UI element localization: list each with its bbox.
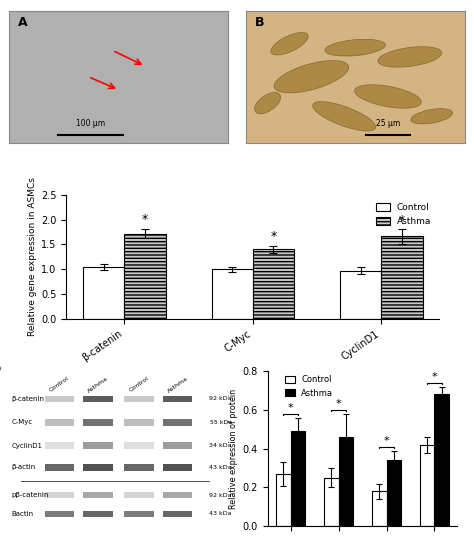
Text: *: * bbox=[384, 437, 389, 446]
Y-axis label: Relative expression of protein: Relative expression of protein bbox=[229, 389, 238, 509]
Bar bbox=[45, 442, 74, 449]
Text: *: * bbox=[399, 214, 405, 227]
Bar bbox=[212, 269, 253, 319]
Ellipse shape bbox=[325, 39, 385, 56]
Text: C-Myc: C-Myc bbox=[12, 419, 33, 425]
Text: 100 μm: 100 μm bbox=[76, 119, 105, 128]
Bar bbox=[45, 464, 74, 470]
Bar bbox=[45, 419, 74, 425]
Bar bbox=[163, 419, 192, 425]
Bar bbox=[125, 234, 165, 319]
Bar bbox=[291, 431, 305, 526]
Text: *: * bbox=[270, 230, 277, 243]
Bar bbox=[420, 445, 435, 526]
Bar bbox=[124, 419, 154, 425]
Bar bbox=[45, 492, 74, 498]
Bar bbox=[382, 236, 422, 319]
Text: β-actin: β-actin bbox=[12, 465, 36, 470]
Bar bbox=[83, 492, 113, 498]
Bar bbox=[338, 437, 353, 526]
Text: pβ-catenin: pβ-catenin bbox=[12, 492, 49, 498]
Text: Asthma: Asthma bbox=[87, 376, 109, 394]
Bar bbox=[124, 492, 154, 498]
Bar bbox=[253, 249, 294, 319]
Ellipse shape bbox=[355, 85, 421, 108]
Text: Control: Control bbox=[49, 376, 70, 393]
Bar bbox=[340, 271, 382, 319]
Text: 43 kDa: 43 kDa bbox=[210, 465, 232, 470]
Ellipse shape bbox=[411, 108, 453, 124]
Legend: Control, Asthma: Control, Asthma bbox=[281, 372, 337, 401]
Bar bbox=[124, 464, 154, 470]
Text: 25 μm: 25 μm bbox=[376, 119, 400, 128]
Bar bbox=[435, 394, 449, 526]
Bar bbox=[276, 474, 291, 526]
Y-axis label: Relative gene expression in ASMCs: Relative gene expression in ASMCs bbox=[28, 177, 37, 336]
Bar bbox=[124, 511, 154, 517]
Text: 92 kDa: 92 kDa bbox=[210, 493, 232, 498]
Bar bbox=[163, 442, 192, 449]
Bar bbox=[324, 478, 338, 526]
Bar bbox=[83, 396, 113, 402]
Text: Asthma: Asthma bbox=[166, 376, 189, 394]
Bar bbox=[83, 267, 125, 319]
Ellipse shape bbox=[255, 92, 281, 114]
Text: 92 kDa: 92 kDa bbox=[210, 396, 232, 402]
Legend: Control, Asthma: Control, Asthma bbox=[373, 199, 435, 229]
Text: Control: Control bbox=[128, 376, 150, 393]
Bar bbox=[45, 396, 74, 402]
Bar bbox=[45, 511, 74, 517]
Text: *: * bbox=[336, 400, 341, 409]
Text: B: B bbox=[255, 16, 264, 29]
Bar bbox=[83, 419, 113, 425]
Ellipse shape bbox=[313, 101, 376, 131]
Bar bbox=[124, 442, 154, 449]
Text: CyclinD1: CyclinD1 bbox=[12, 442, 43, 448]
Bar bbox=[163, 492, 192, 498]
Bar bbox=[372, 491, 386, 526]
Bar bbox=[163, 396, 192, 402]
Ellipse shape bbox=[274, 61, 349, 93]
Bar bbox=[83, 511, 113, 517]
Text: β-catenin: β-catenin bbox=[12, 396, 45, 402]
Text: D: D bbox=[0, 364, 1, 376]
Text: 43 kDa: 43 kDa bbox=[210, 511, 232, 517]
Bar bbox=[83, 464, 113, 470]
Text: 34 kDa: 34 kDa bbox=[210, 443, 232, 448]
Bar bbox=[83, 442, 113, 449]
Text: 55 kDa: 55 kDa bbox=[210, 420, 232, 425]
Bar bbox=[386, 460, 401, 526]
Bar bbox=[163, 464, 192, 470]
Text: Bactin: Bactin bbox=[12, 511, 34, 517]
Text: *: * bbox=[432, 372, 438, 382]
Text: *: * bbox=[288, 403, 293, 413]
Ellipse shape bbox=[378, 47, 442, 67]
Text: *: * bbox=[142, 213, 148, 226]
Bar bbox=[124, 396, 154, 402]
Ellipse shape bbox=[271, 32, 308, 55]
Bar bbox=[163, 511, 192, 517]
Text: A: A bbox=[18, 16, 28, 29]
